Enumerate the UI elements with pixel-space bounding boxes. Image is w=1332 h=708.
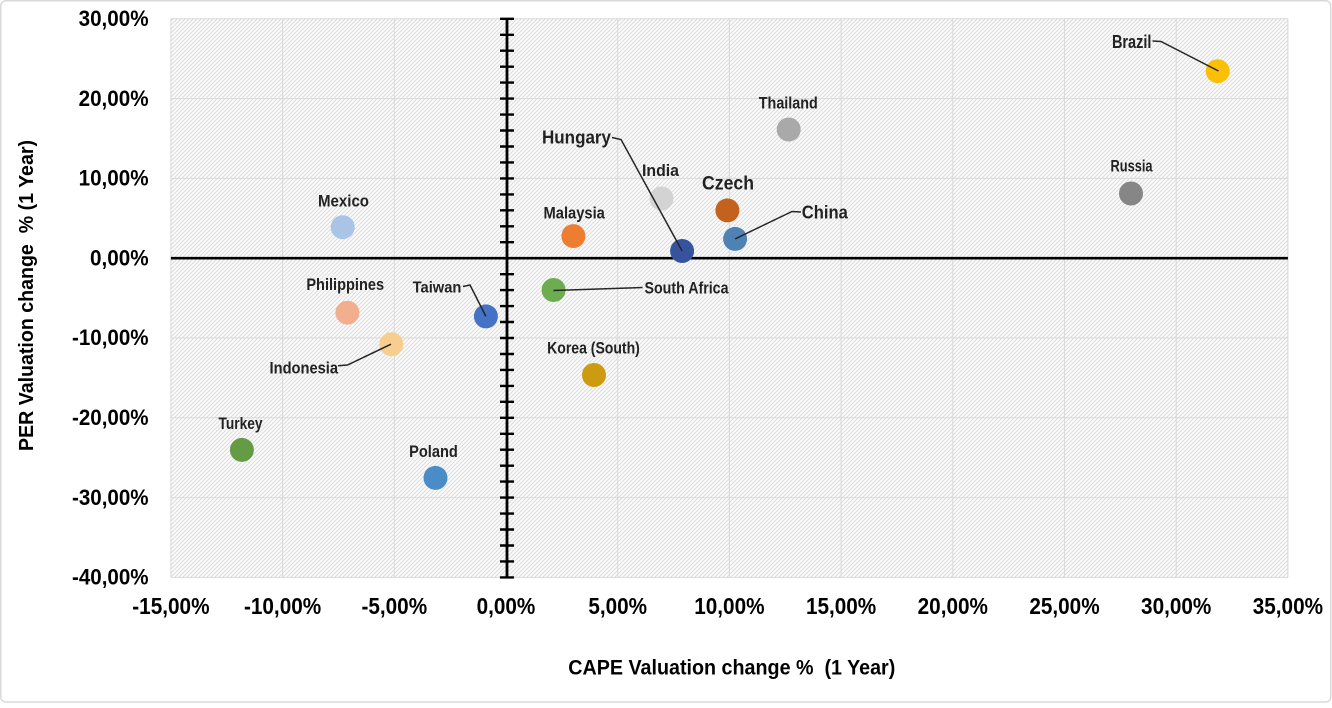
svg-text:PER Valuation change % (1 Yea: PER Valuation change % (1 Year) (16, 140, 38, 451)
svg-text:-10,00%: -10,00% (72, 325, 149, 350)
svg-text:Philippines: Philippines (306, 276, 384, 294)
svg-text:20,00%: 20,00% (79, 86, 149, 111)
svg-text:5,00%: 5,00% (588, 593, 647, 619)
svg-text:Thailand: Thailand (759, 95, 818, 113)
svg-text:India: India (642, 161, 680, 180)
svg-text:CAPE Valuation change % (1 Ye: CAPE Valuation change % (1 Year) (568, 656, 895, 680)
svg-text:10,00%: 10,00% (79, 166, 149, 191)
svg-text:China: China (802, 202, 849, 222)
svg-text:30,00%: 30,00% (1141, 593, 1211, 619)
svg-text:35,00%: 35,00% (1253, 593, 1323, 619)
svg-text:-30,00%: -30,00% (72, 485, 149, 510)
svg-text:30,00%: 30,00% (79, 6, 149, 31)
svg-text:25,00%: 25,00% (1029, 593, 1099, 619)
svg-text:0,00%: 0,00% (477, 593, 536, 619)
svg-text:Hungary: Hungary (542, 127, 611, 147)
svg-text:Taiwan: Taiwan (413, 280, 462, 297)
svg-text:15,00%: 15,00% (806, 593, 876, 619)
svg-text:Malaysia: Malaysia (544, 204, 606, 222)
svg-text:-5,00%: -5,00% (361, 593, 427, 619)
svg-text:Korea (South): Korea (South) (547, 340, 640, 358)
svg-text:Brazil: Brazil (1112, 32, 1152, 52)
svg-text:Poland: Poland (409, 443, 458, 461)
svg-text:-15,00%: -15,00% (132, 593, 209, 619)
svg-text:Mexico: Mexico (318, 193, 369, 211)
svg-text:South Africa: South Africa (645, 279, 730, 297)
svg-text:10,00%: 10,00% (694, 593, 764, 619)
svg-text:Czech: Czech (702, 174, 754, 195)
svg-text:-20,00%: -20,00% (72, 405, 149, 430)
svg-text:20,00%: 20,00% (918, 593, 988, 619)
svg-text:Russia: Russia (1111, 158, 1154, 176)
svg-text:Indonesia: Indonesia (270, 359, 339, 377)
svg-text:0,00%: 0,00% (90, 245, 149, 270)
svg-text:-10,00%: -10,00% (244, 593, 321, 619)
svg-text:-40,00%: -40,00% (72, 565, 149, 590)
svg-text:Turkey: Turkey (219, 415, 264, 433)
